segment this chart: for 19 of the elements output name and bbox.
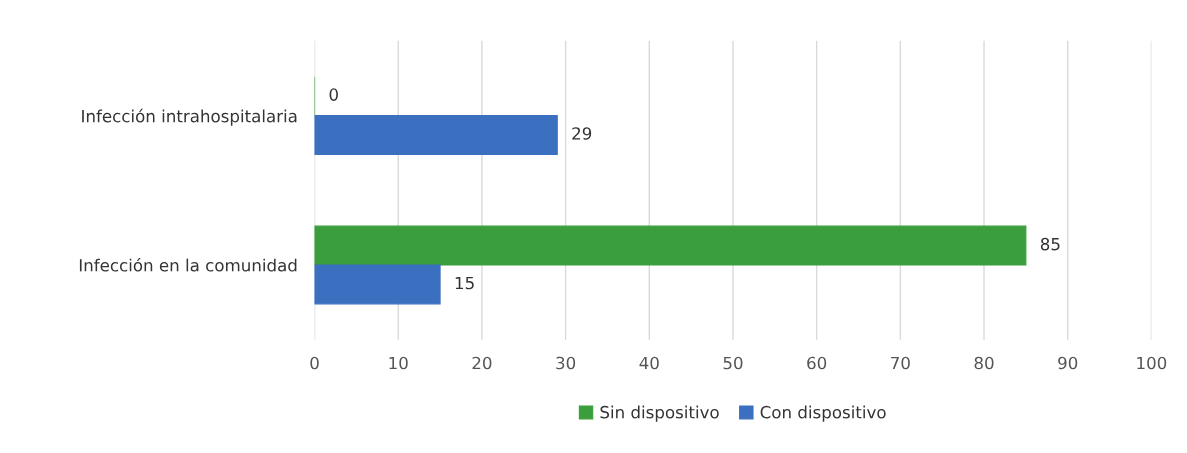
- data-label: 29: [572, 127, 592, 140]
- x-tick-label: 0: [310, 356, 319, 370]
- x-tick-label: 90: [1058, 356, 1078, 370]
- y-tick-label: Infección en la comunidad: [79, 258, 297, 272]
- x-tick-label: 20: [472, 356, 492, 370]
- x-tick-label: 100: [1137, 356, 1167, 370]
- data-label: 85: [1040, 237, 1060, 251]
- x-tick-label: 50: [723, 356, 743, 370]
- legend-label: Con dispositivo: [760, 405, 886, 422]
- y-tick-label: Infección intrahospitalaria: [82, 108, 297, 126]
- data-label: 0: [329, 88, 338, 101]
- x-tick-label: 80: [974, 356, 994, 370]
- x-tick-label: 40: [639, 356, 659, 370]
- data-label: 15: [455, 276, 474, 290]
- x-tick-label: 70: [891, 356, 910, 370]
- x-tick-label: 10: [389, 356, 408, 370]
- legend-label: Sin dispositivo: [600, 405, 719, 422]
- x-tick-label: 60: [807, 356, 827, 370]
- x-tick-label: 30: [556, 356, 576, 370]
